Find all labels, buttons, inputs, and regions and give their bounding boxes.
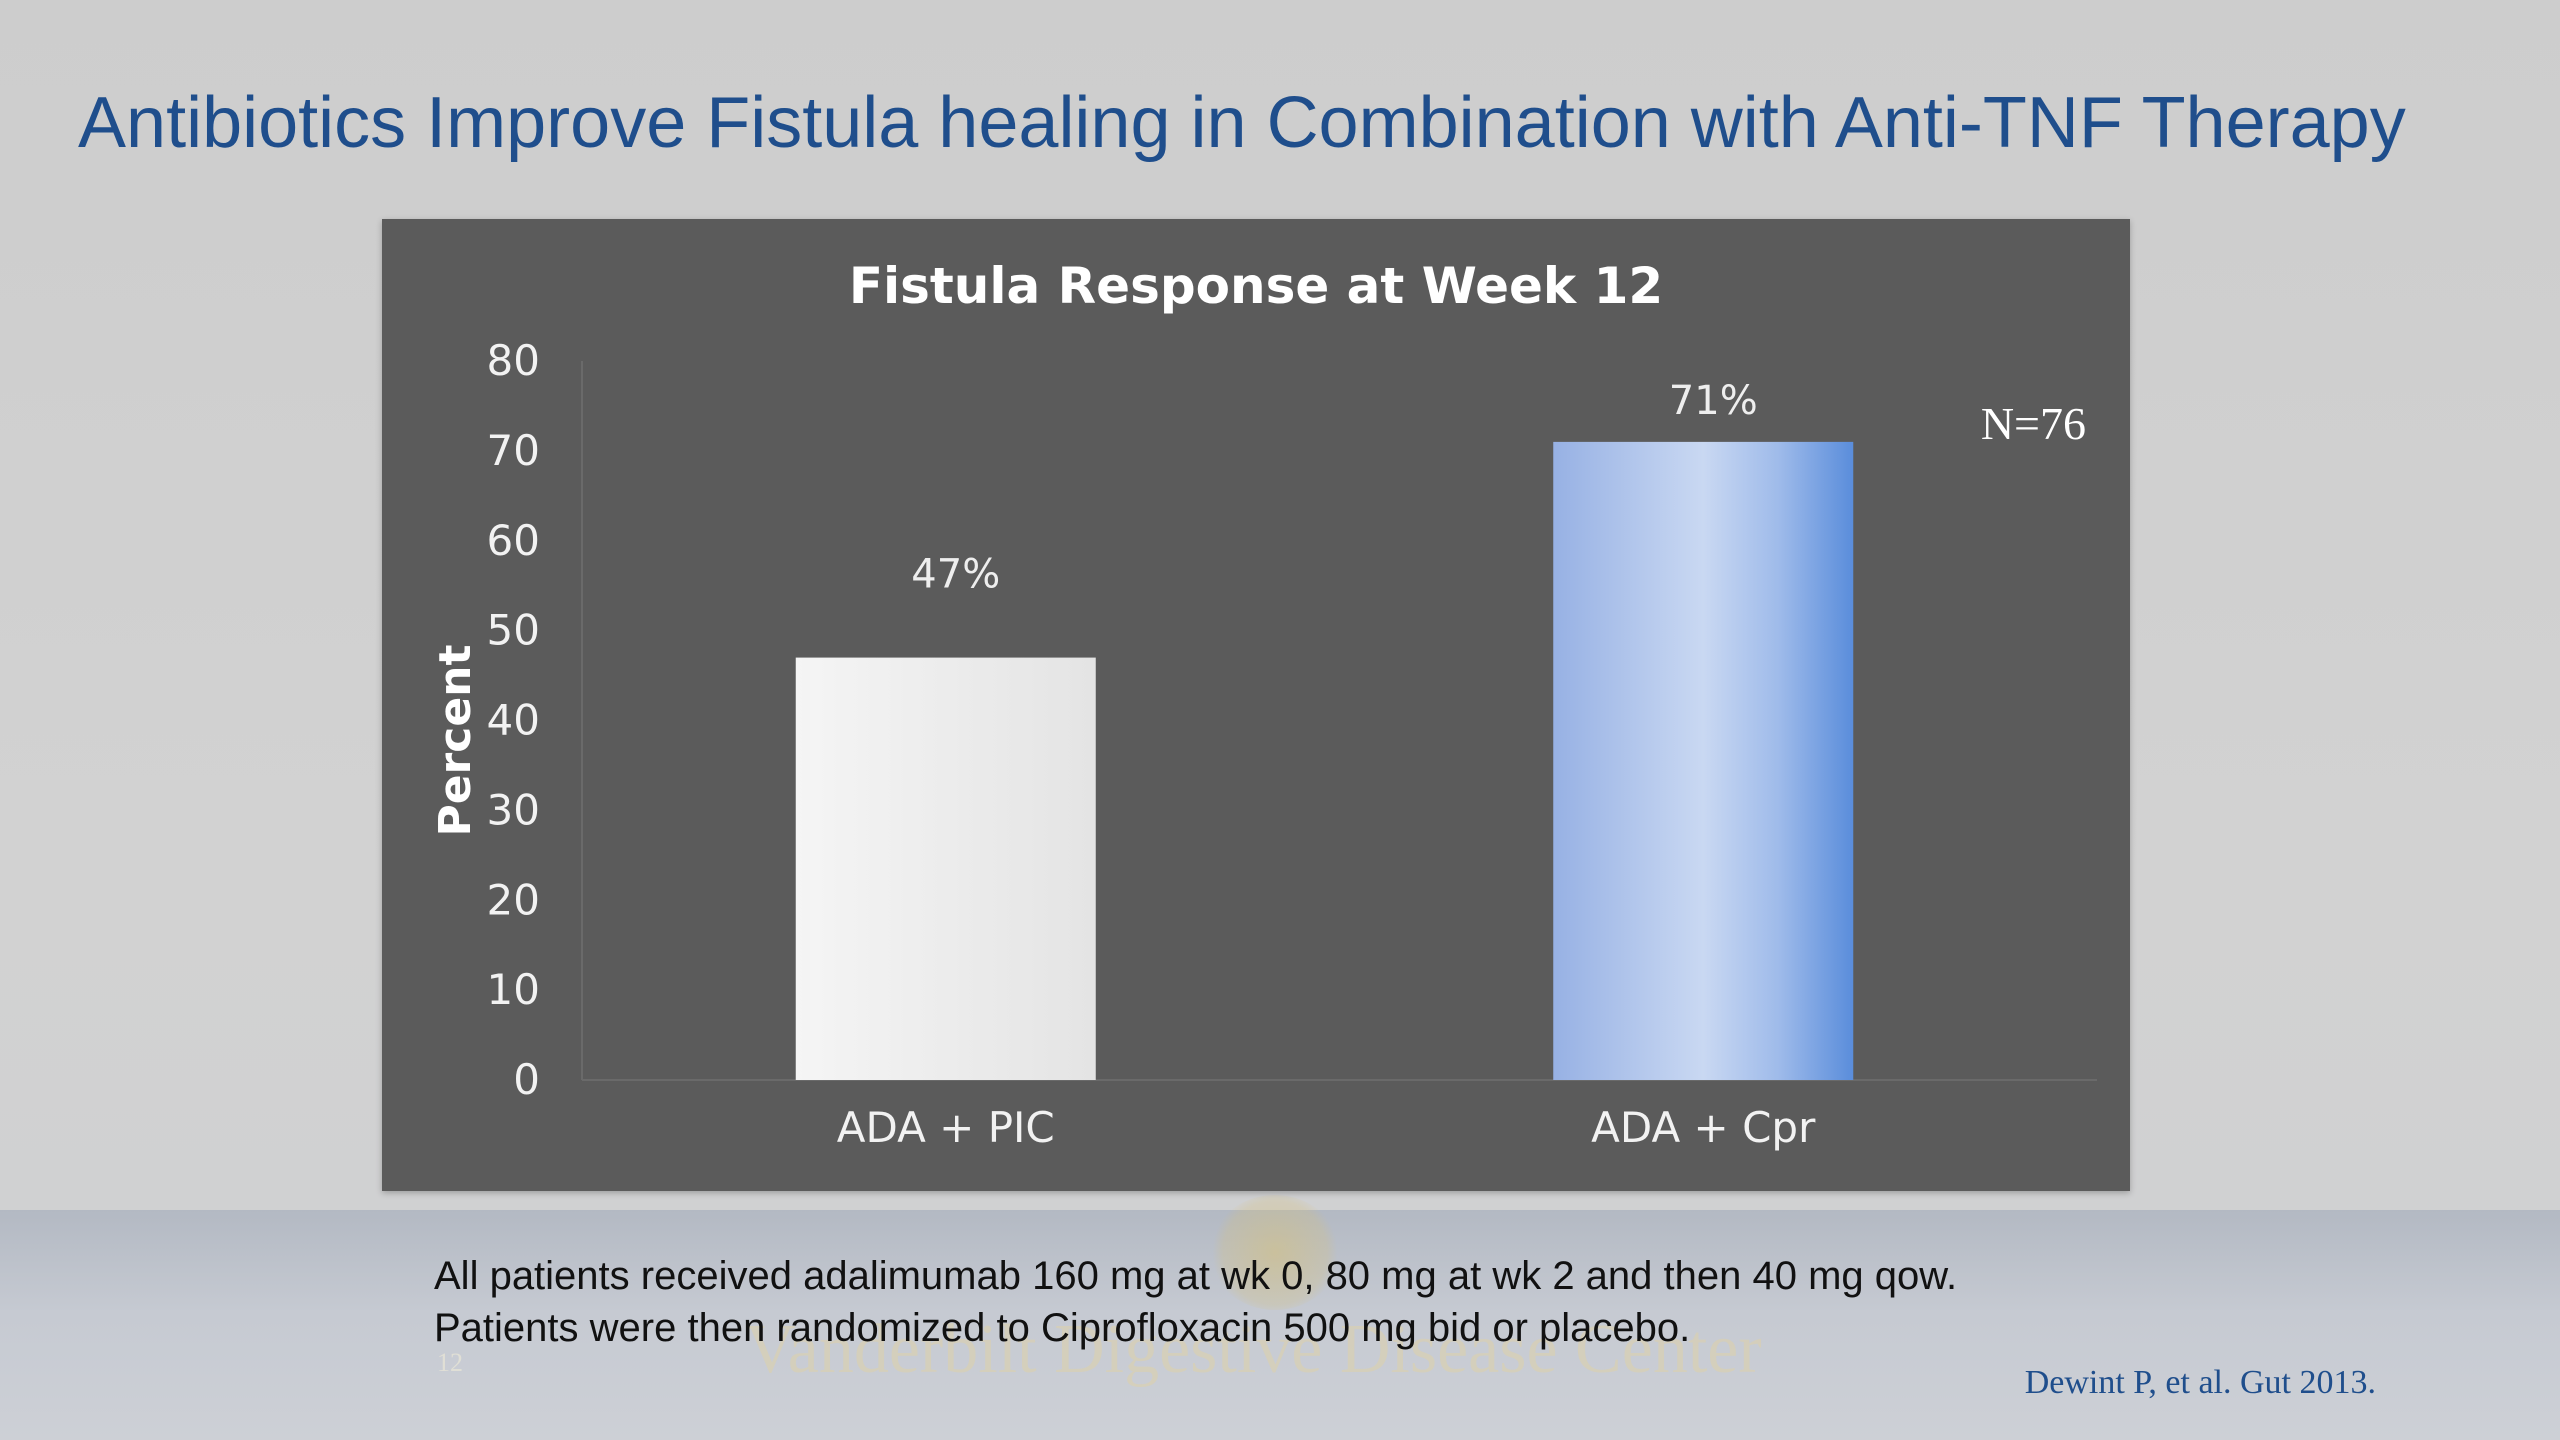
y-tick-label: 20 bbox=[487, 875, 540, 924]
x-category-label: ADA + Cpr bbox=[1591, 1103, 1816, 1152]
sample-size-annotation: N=76 bbox=[1980, 398, 2086, 449]
data-label: 47% bbox=[911, 552, 1000, 598]
y-axis-title: Percent bbox=[430, 644, 481, 836]
footnote: All patients received adalimumab 160 mg … bbox=[434, 1250, 2234, 1354]
chart-panel: 0 10 20 30 40 50 60 70 80 Percent 47% ADA + PIC 71% A… bbox=[382, 219, 2130, 1191]
shield-logo-icon bbox=[1210, 1195, 1340, 1310]
x-category-label: ADA + PIC bbox=[837, 1103, 1055, 1152]
y-tick-label: 10 bbox=[487, 965, 540, 1014]
bar-chart: 0 10 20 30 40 50 60 70 80 Percent 47% ADA + PIC 71% A… bbox=[430, 336, 2097, 1152]
data-label: 71% bbox=[1669, 378, 1758, 424]
watermark-text: Vanderbilt Digestive Disease Center bbox=[745, 1311, 1762, 1388]
y-tick-label: 80 bbox=[487, 336, 540, 385]
y-tick-label: 70 bbox=[487, 426, 540, 475]
footnote-line-1: All patients received adalimumab 160 mg … bbox=[434, 1254, 1958, 1298]
page-number: 12 bbox=[437, 1348, 463, 1377]
chart-title: Fistula Response at Week 12 bbox=[848, 257, 1664, 315]
y-tick-label: 0 bbox=[513, 1055, 540, 1104]
y-tick-label: 50 bbox=[487, 606, 540, 655]
footnote-line-2: Patients were then randomized to Ciprofl… bbox=[434, 1306, 1691, 1350]
bar bbox=[795, 657, 1096, 1080]
y-tick-label: 40 bbox=[487, 696, 540, 745]
citation: Dewint P, et al. Gut 2013. bbox=[2024, 1364, 2376, 1401]
slide-title: Antibiotics Improve Fistula healing in C… bbox=[78, 83, 2406, 163]
y-tick-label: 30 bbox=[487, 785, 540, 834]
bar bbox=[1553, 441, 1854, 1080]
y-tick-label: 60 bbox=[487, 516, 540, 565]
